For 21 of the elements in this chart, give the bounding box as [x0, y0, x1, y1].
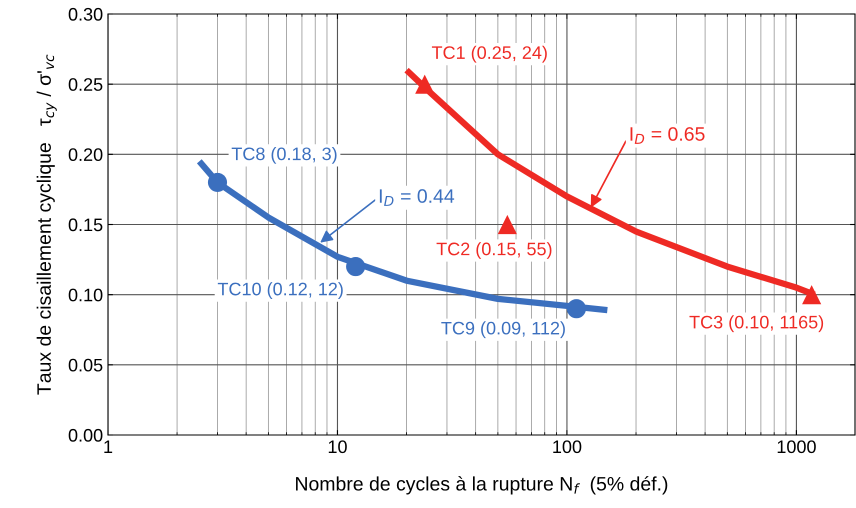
annotation: TC8 (0.18, 3) — [232, 146, 337, 164]
annotation: TC3 (0.10, 1165) — [689, 315, 824, 332]
y-axis-title: Taux de cisaillement cyclique τ$_{cy}$ / σ'$_{vc}$ — [36, 54, 57, 395]
y-tick-label: 0.25 — [68, 78, 102, 91]
y-tick-label: 0.15 — [68, 218, 102, 232]
y-tick-label: 0.05 — [68, 358, 102, 372]
annotation: TC9 (0.09, 112) — [441, 321, 565, 338]
x-axis-title: Nombre de cycles à la rupture N$_{f}$ (5% déf.) — [296, 476, 668, 494]
annotation: TC2 (0.15, 55) — [436, 242, 552, 259]
y-tick-label: 0.10 — [68, 288, 102, 302]
y-tick-label: 0.20 — [68, 148, 102, 162]
annotation: I$_{D}$ = 0.44 — [380, 189, 454, 206]
annotation: TC10 (0.12, 12) — [218, 282, 343, 300]
y-tick-label: 0.30 — [68, 8, 102, 21]
annotation: TC1 (0.25, 24) — [432, 46, 547, 63]
x-tick-label: 1 — [104, 440, 112, 453]
y-tick-label: 0.00 — [68, 428, 102, 442]
annotation: I$_{D}$ = 0.65 — [630, 127, 705, 144]
x-tick-label: 10 — [328, 440, 347, 454]
x-tick-label: 100 — [553, 440, 582, 454]
x-tick-label: 1000 — [778, 440, 816, 454]
